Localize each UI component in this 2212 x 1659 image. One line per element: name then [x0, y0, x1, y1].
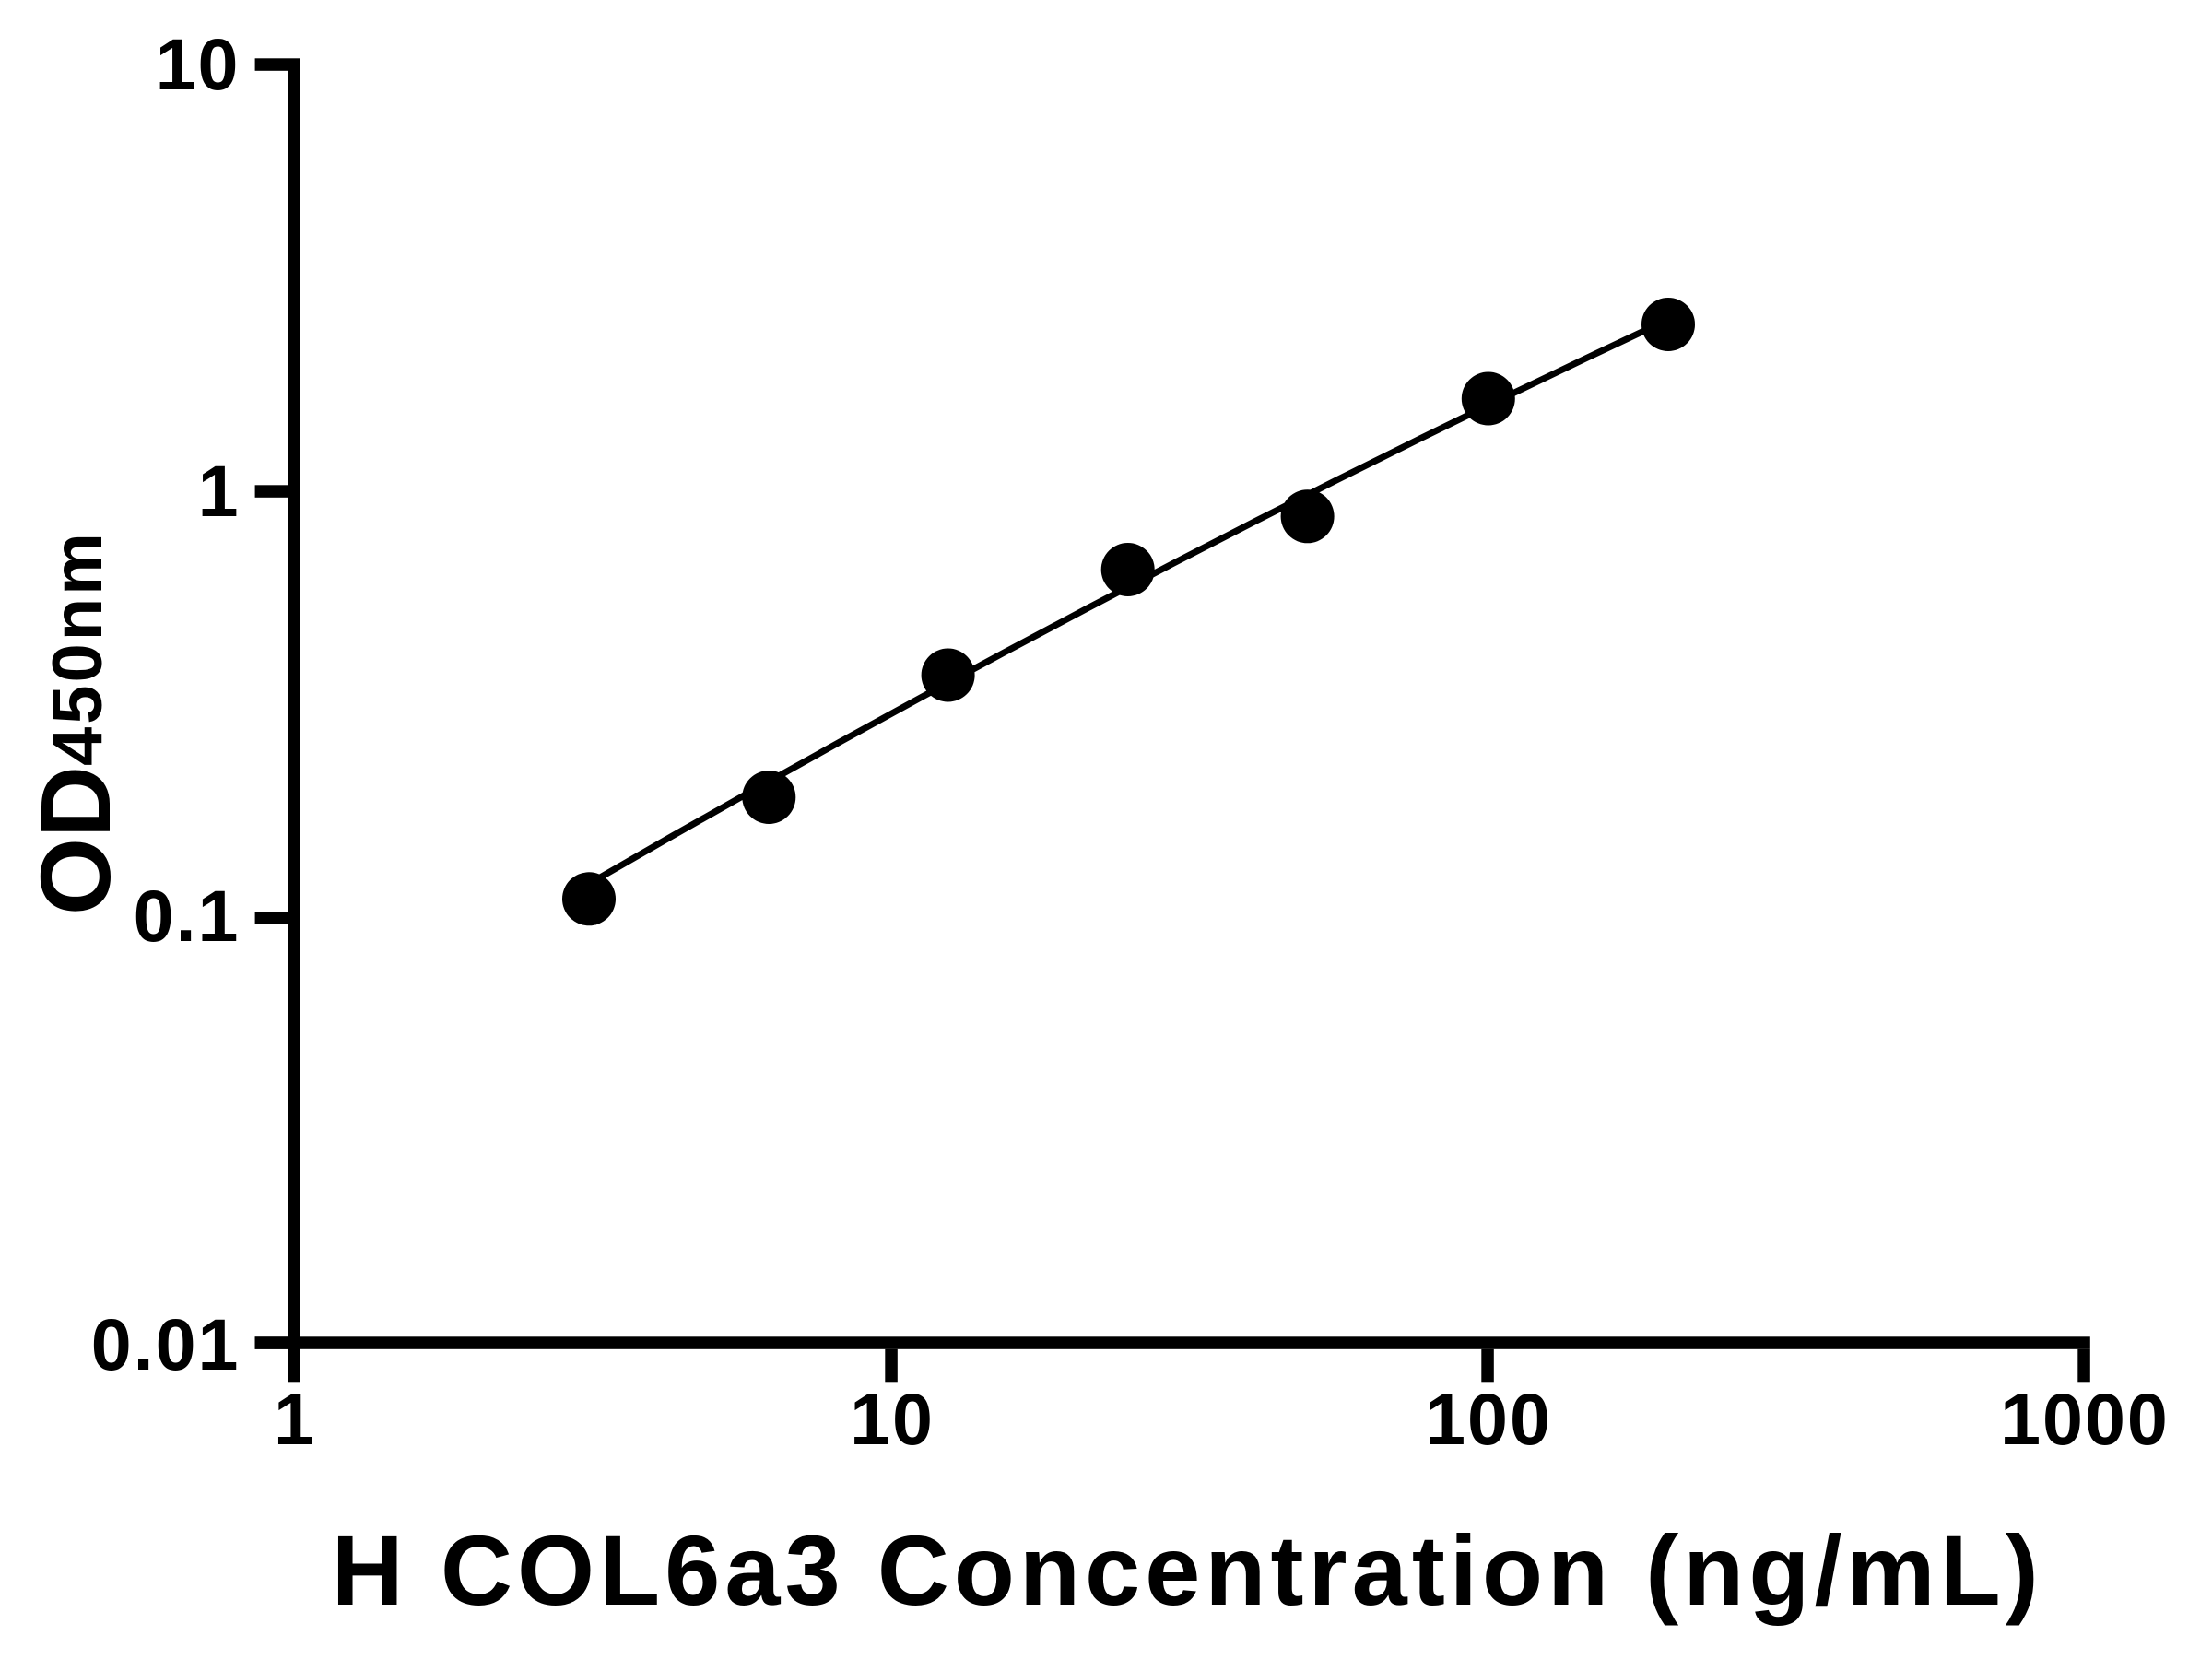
svg-text:10: 10 — [156, 23, 241, 105]
svg-text:H COL6a3 Concentration (ng/mL): H COL6a3 Concentration (ng/mL) — [332, 1514, 2043, 1626]
svg-text:1: 1 — [274, 1378, 316, 1460]
svg-text:0.1: 0.1 — [134, 875, 241, 957]
svg-text:OD450nm: OD450nm — [19, 530, 131, 915]
svg-text:1: 1 — [198, 450, 241, 532]
svg-text:10: 10 — [850, 1378, 935, 1460]
svg-text:1000: 1000 — [2000, 1378, 2170, 1460]
svg-text:0.01: 0.01 — [91, 1303, 241, 1385]
svg-text:100: 100 — [1425, 1378, 1552, 1460]
